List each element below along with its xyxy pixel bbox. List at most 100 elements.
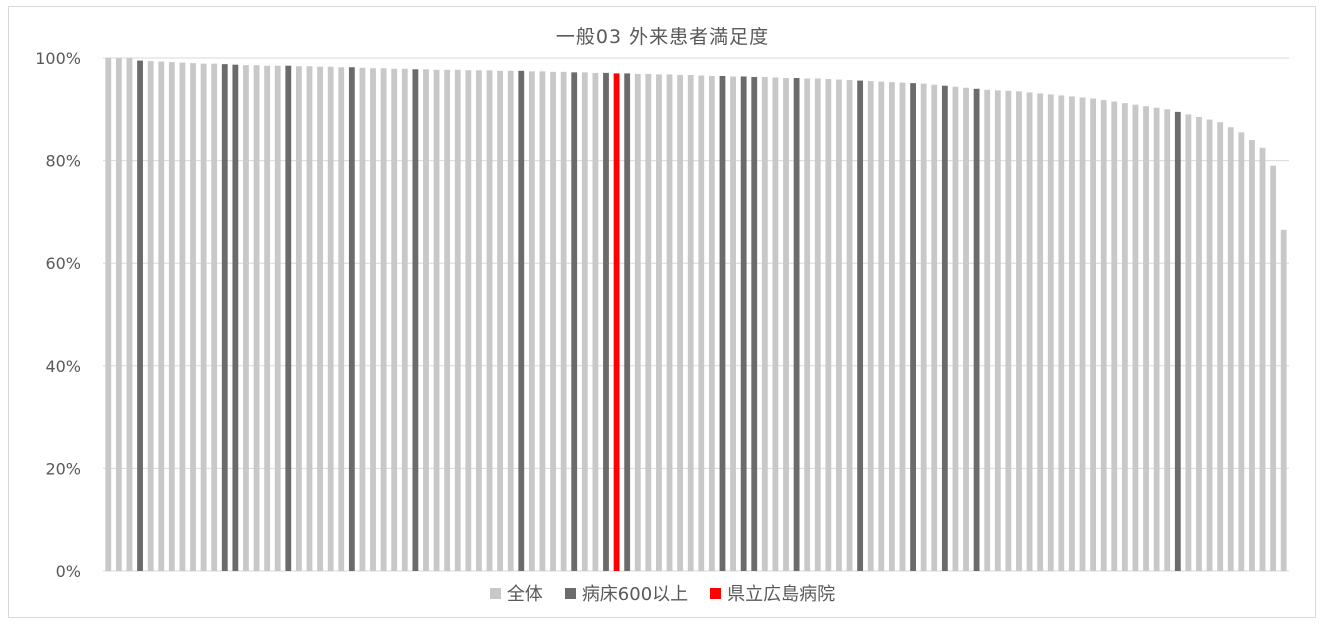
bar bbox=[772, 77, 779, 572]
bar bbox=[888, 82, 895, 572]
bar bbox=[677, 74, 684, 572]
y-tick-label: 80% bbox=[45, 152, 81, 171]
bar bbox=[560, 71, 567, 571]
legend-label-600beds: 病床600以上 bbox=[581, 584, 689, 605]
bar bbox=[931, 84, 938, 572]
bar bbox=[836, 79, 842, 572]
bar bbox=[444, 69, 451, 572]
bar bbox=[783, 78, 789, 571]
bar bbox=[592, 72, 599, 571]
bar bbox=[1100, 100, 1107, 571]
bar bbox=[1174, 111, 1181, 572]
bar bbox=[963, 87, 969, 571]
bar bbox=[899, 82, 906, 572]
bar bbox=[1047, 94, 1054, 572]
bar bbox=[1079, 97, 1086, 571]
bar bbox=[1164, 109, 1171, 572]
bar bbox=[708, 75, 715, 572]
bar bbox=[306, 66, 313, 572]
bar bbox=[740, 76, 747, 571]
legend-item-overall: 全体 bbox=[489, 580, 543, 606]
legend-label-overall: 全体 bbox=[506, 584, 543, 605]
legend-swatch-overall bbox=[489, 587, 501, 599]
bar bbox=[423, 69, 429, 571]
bar bbox=[994, 90, 1001, 571]
bar bbox=[814, 78, 821, 572]
bar bbox=[1143, 106, 1149, 571]
bar bbox=[1280, 229, 1287, 571]
legend-swatch-600beds bbox=[564, 587, 576, 599]
bar bbox=[507, 70, 514, 571]
bar bbox=[666, 74, 673, 572]
bar bbox=[115, 58, 122, 571]
bar bbox=[370, 68, 376, 571]
bar bbox=[1185, 114, 1192, 572]
gridlines bbox=[103, 57, 1289, 572]
bar bbox=[698, 75, 705, 571]
y-axis-ticks: 0% 20% 40% 60% 80% 100% bbox=[35, 49, 81, 581]
bar bbox=[380, 68, 387, 571]
bar bbox=[1196, 117, 1202, 571]
bar bbox=[338, 67, 345, 571]
y-tick-label: 100% bbox=[35, 49, 81, 68]
bar bbox=[857, 80, 864, 571]
bar bbox=[359, 67, 366, 571]
bar bbox=[295, 66, 302, 572]
bar bbox=[243, 65, 249, 572]
bar bbox=[645, 73, 652, 572]
bar bbox=[571, 72, 578, 572]
bar bbox=[1259, 147, 1266, 571]
bar bbox=[581, 72, 588, 572]
bar bbox=[867, 81, 874, 571]
bar bbox=[920, 83, 927, 572]
bar bbox=[221, 64, 228, 571]
legend-label-hiroshima: 県立広島病院 bbox=[727, 584, 836, 605]
bar bbox=[327, 66, 334, 571]
bar bbox=[825, 79, 832, 571]
bar bbox=[1016, 91, 1022, 571]
bar bbox=[158, 61, 165, 572]
bar bbox=[603, 72, 609, 571]
bar bbox=[1217, 122, 1224, 572]
bar bbox=[518, 70, 525, 571]
bar bbox=[761, 76, 768, 571]
bar bbox=[1111, 101, 1118, 571]
bar bbox=[179, 62, 186, 572]
bar bbox=[1249, 140, 1255, 571]
bar bbox=[1206, 119, 1213, 571]
bar bbox=[232, 64, 239, 572]
bar bbox=[1227, 127, 1234, 571]
y-tick-label: 60% bbox=[45, 254, 81, 273]
bar bbox=[137, 60, 143, 572]
bar bbox=[168, 62, 175, 571]
legend-item-hiroshima: 県立広島病院 bbox=[710, 580, 835, 606]
bar bbox=[793, 78, 800, 571]
bar bbox=[878, 81, 885, 571]
y-tick-label: 40% bbox=[45, 357, 81, 376]
bar bbox=[730, 76, 736, 571]
bar bbox=[804, 78, 811, 572]
bar bbox=[486, 70, 493, 571]
bar bbox=[1069, 96, 1075, 571]
bar bbox=[200, 63, 207, 571]
bar bbox=[126, 58, 133, 571]
legend: 全体 病床600以上 県立広島病院 bbox=[0, 580, 1325, 606]
bar bbox=[391, 68, 398, 572]
bar bbox=[1238, 132, 1245, 571]
bar bbox=[348, 67, 355, 571]
bar bbox=[1132, 104, 1139, 572]
bar bbox=[634, 73, 641, 572]
bar bbox=[147, 61, 154, 571]
bar bbox=[1090, 98, 1097, 571]
bar bbox=[751, 76, 758, 571]
bar bbox=[941, 85, 948, 571]
bar bbox=[1026, 92, 1033, 572]
y-tick-label: 0% bbox=[56, 562, 81, 581]
bar bbox=[1005, 90, 1012, 571]
bar bbox=[656, 74, 662, 572]
bar bbox=[433, 69, 440, 572]
bar bbox=[1153, 107, 1160, 571]
bar bbox=[952, 86, 959, 571]
bars bbox=[105, 58, 1287, 572]
